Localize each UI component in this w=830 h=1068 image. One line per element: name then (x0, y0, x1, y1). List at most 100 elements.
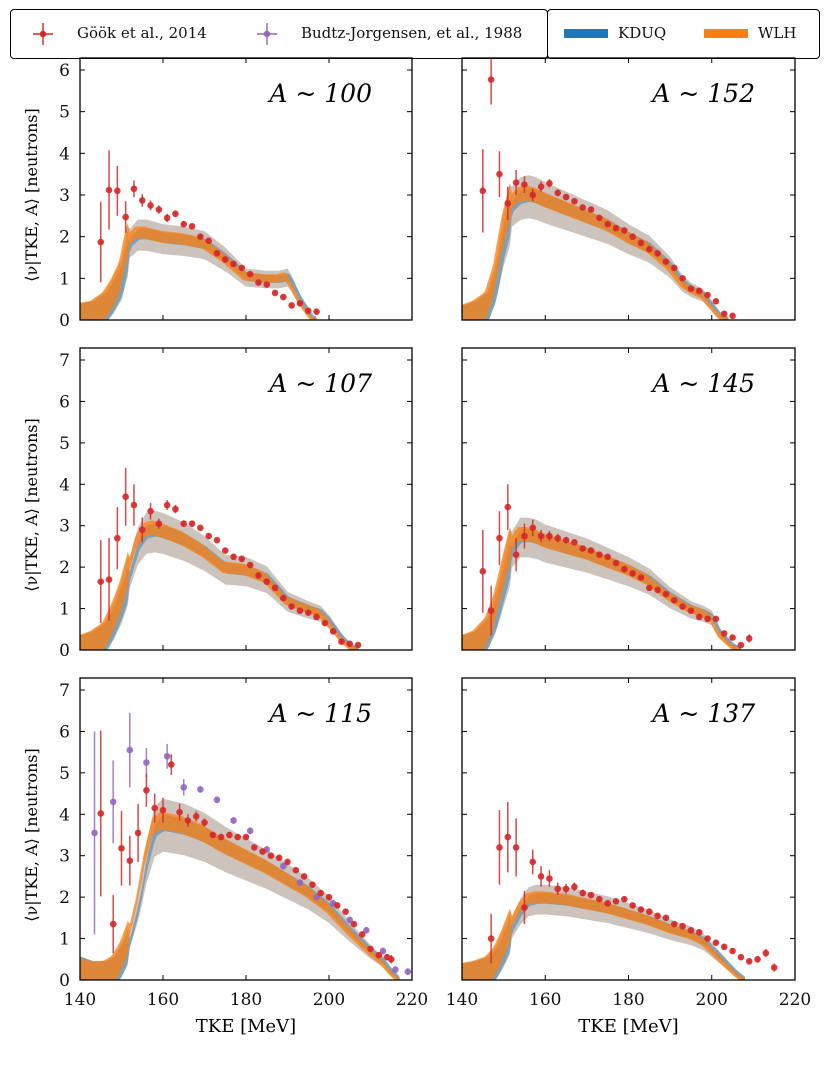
gook-point (163, 214, 171, 222)
y-axis-label: ⟨ν|TKE, A⟩ [neutrons] (22, 748, 41, 922)
gook-point (720, 310, 728, 318)
gook-point (662, 914, 670, 922)
gook-point (704, 935, 711, 942)
gook-point (151, 804, 158, 812)
gook-point (704, 615, 711, 623)
y-tick-label: 4 (59, 144, 70, 164)
gook-point (168, 761, 175, 768)
gook-point (479, 187, 487, 195)
gook-point (296, 300, 304, 307)
gook-point (255, 279, 262, 286)
y-tick-label: 0 (59, 641, 70, 661)
gook-point (654, 586, 661, 594)
gook-point (612, 897, 620, 905)
gook-point (504, 503, 512, 511)
budtz-point (230, 817, 237, 824)
y-tick-label: 1 (59, 269, 70, 289)
budtz-point (109, 798, 117, 806)
gook-point (143, 786, 150, 794)
gook-point (238, 555, 246, 563)
panel-4: A ~ 145 (461, 347, 796, 651)
gook-point (180, 220, 188, 228)
gook-point (729, 312, 736, 320)
wlh-band (80, 811, 400, 980)
gook-point (554, 189, 562, 197)
plot-area (462, 484, 753, 650)
panel-title: A ~ 100 (267, 79, 372, 108)
gook-point (745, 958, 753, 965)
uncertainty-envelope (462, 175, 729, 320)
legend-budtz-label: Budtz-Jorgensen, et al., 1988 (301, 24, 523, 42)
legend-budtz-marker (257, 23, 277, 45)
y-tick-label: 2 (59, 888, 70, 908)
gook-point (346, 640, 354, 648)
y-tick-label: 1 (59, 930, 70, 950)
gook-point (313, 308, 320, 315)
budtz-point (246, 827, 254, 835)
gook-point (221, 547, 229, 554)
gook-point (712, 615, 720, 623)
gook-point (263, 578, 271, 585)
gook-point (712, 939, 720, 947)
budtz-point (126, 746, 134, 754)
gook-point (304, 307, 312, 315)
gook-point (300, 873, 308, 880)
budtz-point (91, 829, 98, 837)
gook-point (134, 829, 142, 837)
gook-point (571, 197, 578, 205)
panel-2: A ~ 152 (461, 57, 796, 321)
gook-point (571, 883, 578, 891)
gook-point (487, 607, 495, 614)
plot-area (462, 58, 736, 320)
gook-point (554, 885, 562, 893)
gook-point (201, 819, 208, 826)
gook-point (226, 831, 233, 839)
gook-point (263, 281, 271, 288)
y-tick-label: 3 (59, 517, 70, 537)
y-tick-label: 6 (59, 392, 70, 412)
y-tick-label: 4 (59, 475, 70, 495)
gook-point (546, 532, 553, 540)
gook-point (487, 935, 495, 942)
budtz-point (296, 879, 304, 886)
gook-point (259, 848, 266, 855)
gook-point (271, 584, 279, 592)
gook-point (629, 902, 636, 909)
gook-point (621, 227, 628, 234)
gook-point (504, 200, 512, 207)
gook-point (230, 260, 237, 268)
gook-point (770, 964, 778, 971)
y-tick-label: 3 (59, 847, 70, 867)
gook-point (521, 181, 528, 188)
y-tick-label: 2 (59, 558, 70, 578)
gook-point (737, 641, 745, 649)
gook-point (213, 536, 221, 544)
gook-point (105, 576, 113, 583)
gook-point (246, 561, 254, 569)
panel-title: A ~ 137 (650, 699, 755, 728)
wlh-band (462, 891, 745, 980)
gook-point (604, 553, 611, 561)
gook-point (729, 947, 736, 955)
gook-point (184, 817, 192, 824)
x-tick-label: 220 (779, 990, 811, 1010)
gook-point (512, 844, 520, 851)
gook-point (209, 831, 217, 839)
gook-point (754, 955, 761, 963)
y-tick-label: 7 (59, 681, 70, 701)
x-tick-label: 200 (313, 990, 345, 1010)
gook-point (687, 607, 695, 614)
y-tick-label: 6 (59, 722, 70, 742)
gook-point (712, 297, 720, 305)
gook-point (579, 545, 587, 552)
gook-point (596, 551, 603, 559)
gook-point (130, 185, 138, 193)
gook-point (587, 891, 595, 899)
gook-point (546, 180, 553, 187)
gook-point (342, 908, 349, 915)
gook-point (621, 895, 628, 903)
gook-point (512, 551, 520, 559)
y-tick-label: 7 (59, 351, 70, 371)
gook-point (122, 493, 129, 501)
x-tick-label: 220 (396, 990, 428, 1010)
